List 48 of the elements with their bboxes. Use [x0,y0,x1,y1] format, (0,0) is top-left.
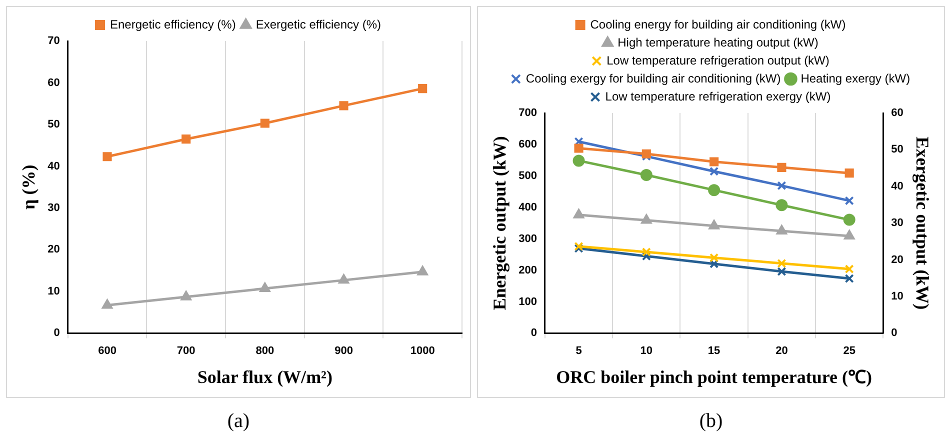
x-tick-label: 800 [256,344,274,357]
y2-tick-label: 40 [891,180,904,192]
y-tick-label: 20 [48,244,60,256]
x-tick-label: 20 [776,344,788,357]
x-tick-label: 900 [334,344,353,357]
y-tick-label: 500 [518,170,537,182]
legend-label: Cooling exergy for building air conditioning (kW) [526,71,781,86]
y2-axis-title: Exergetic output (kW) [912,136,933,310]
x-tick-label: 5 [576,344,582,357]
legend-label: Low temperature refrigeration exergy (kW) [605,89,831,104]
x-tick-label: 25 [843,344,856,357]
legend-label: High temperature heating output (kW) [618,35,818,50]
y2-tick-label: 20 [891,254,904,266]
y2-tick-label: 0 [891,327,898,340]
x-tick-label: 15 [708,344,720,357]
text: (b) [699,410,723,433]
y-tick-label: 300 [518,232,537,245]
y-tick-label: 10 [48,285,60,298]
x-tick-label: 600 [98,344,116,357]
y-tick-label: 700 [518,107,537,120]
x-tick-label: 700 [176,344,196,357]
y2-tick-label: 50 [891,144,904,156]
y2-tick-label: 60 [891,107,904,120]
y-tick-label: 600 [518,138,537,150]
y-axis-title: Energetic output (kW) [489,136,510,310]
legend-label: Low temperature refrigeration output (kW) [606,53,830,68]
x-axis-title: Solar flux (W/m²) [197,366,332,387]
legend-label: Exergetic efficiency (%) [256,17,381,32]
x-tick-label: 10 [640,344,653,357]
y-tick-label: 40 [48,160,60,172]
y-tick-label: 0 [530,327,537,340]
y-tick-label: 400 [518,201,537,214]
legend-label: Heating exergy (kW) [800,71,910,86]
y-tick-label: 50 [48,118,60,131]
text: (a) [227,410,250,433]
legend-label: Cooling energy for building air conditioning (kW) [590,17,846,32]
y2-tick-label: 10 [891,290,904,303]
y-tick-label: 100 [518,296,537,308]
y-tick-label: 60 [48,76,60,89]
y2-tick-label: 30 [891,217,904,230]
y-tick-label: 0 [54,327,60,340]
x-tick-label: 1000 [410,344,435,357]
x-axis-title: ORC boiler pinch point temperature (℃) [556,366,872,387]
y-tick-label: 200 [518,264,537,276]
y-tick-label: 30 [48,202,60,214]
y-tick-label: 70 [48,35,60,48]
legend-label: Energetic efficiency (%) [110,17,236,32]
y-axis-title: η (%) [18,164,38,210]
